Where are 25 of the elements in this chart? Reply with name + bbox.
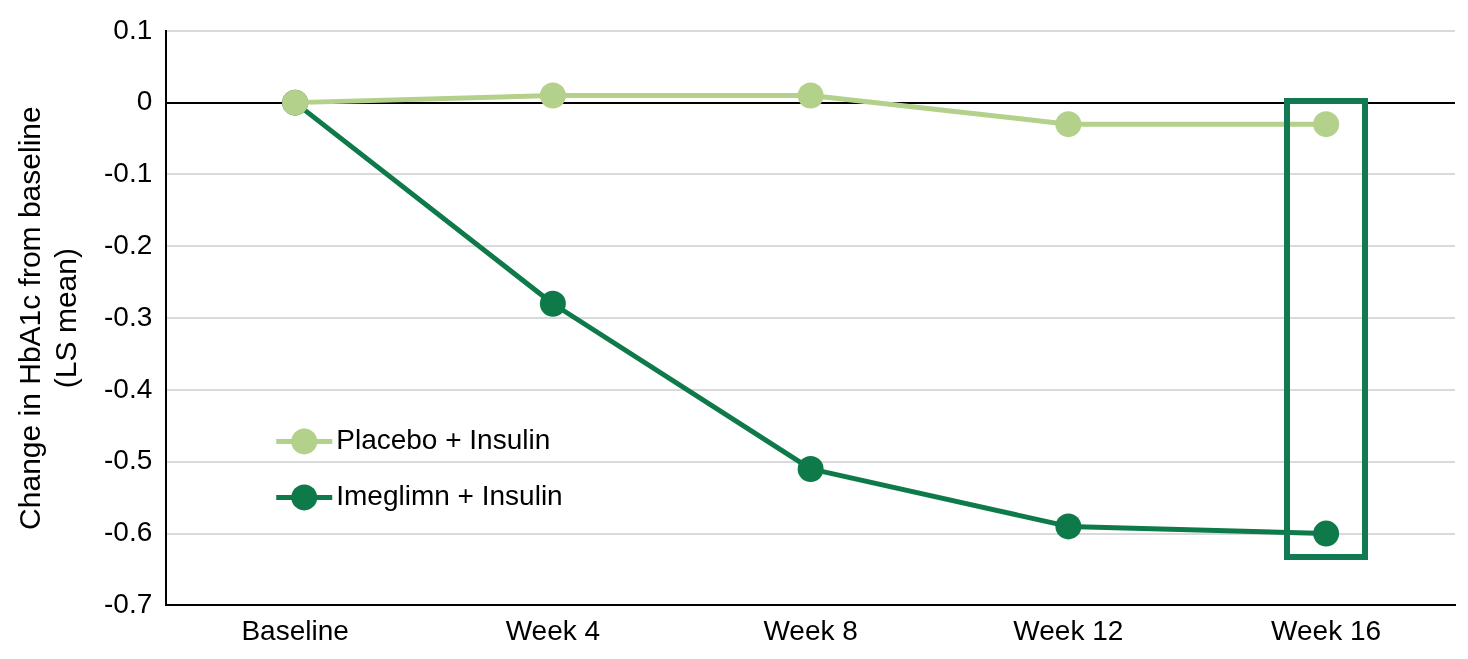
- legend-label: Imeglimn + Insulin: [336, 480, 563, 512]
- x-tick-label: Week 4: [505, 614, 601, 646]
- x-tick-label: Week 12: [1013, 614, 1124, 646]
- y-tick-label: -0.1: [104, 157, 153, 189]
- point: [797, 455, 824, 482]
- point: [797, 82, 824, 109]
- point: [539, 82, 566, 109]
- x-tick-label: Week 8: [763, 614, 858, 646]
- y-tick-label: -0.4: [104, 372, 153, 404]
- y-tick-label: 0.1: [113, 13, 153, 45]
- y-axis-title: Change in HbA1c from baseline (LS mean): [13, 106, 83, 530]
- y-tick-label: 0: [136, 85, 153, 117]
- y-tick-label: -0.7: [104, 588, 153, 620]
- y-tick-label: -0.6: [104, 516, 153, 548]
- x-tick-label: Week 16: [1271, 614, 1382, 646]
- y-tick-label: -0.5: [104, 444, 153, 476]
- x-tick-label: Baseline: [241, 614, 349, 646]
- point: [539, 290, 566, 317]
- point: [1055, 111, 1082, 138]
- point: [1313, 111, 1340, 138]
- y-tick-label: -0.3: [104, 300, 153, 332]
- legend-label: Placebo + Insulin: [336, 424, 551, 456]
- y-tick-label: -0.2: [104, 228, 153, 260]
- point: [1055, 513, 1082, 540]
- point: [1313, 520, 1340, 547]
